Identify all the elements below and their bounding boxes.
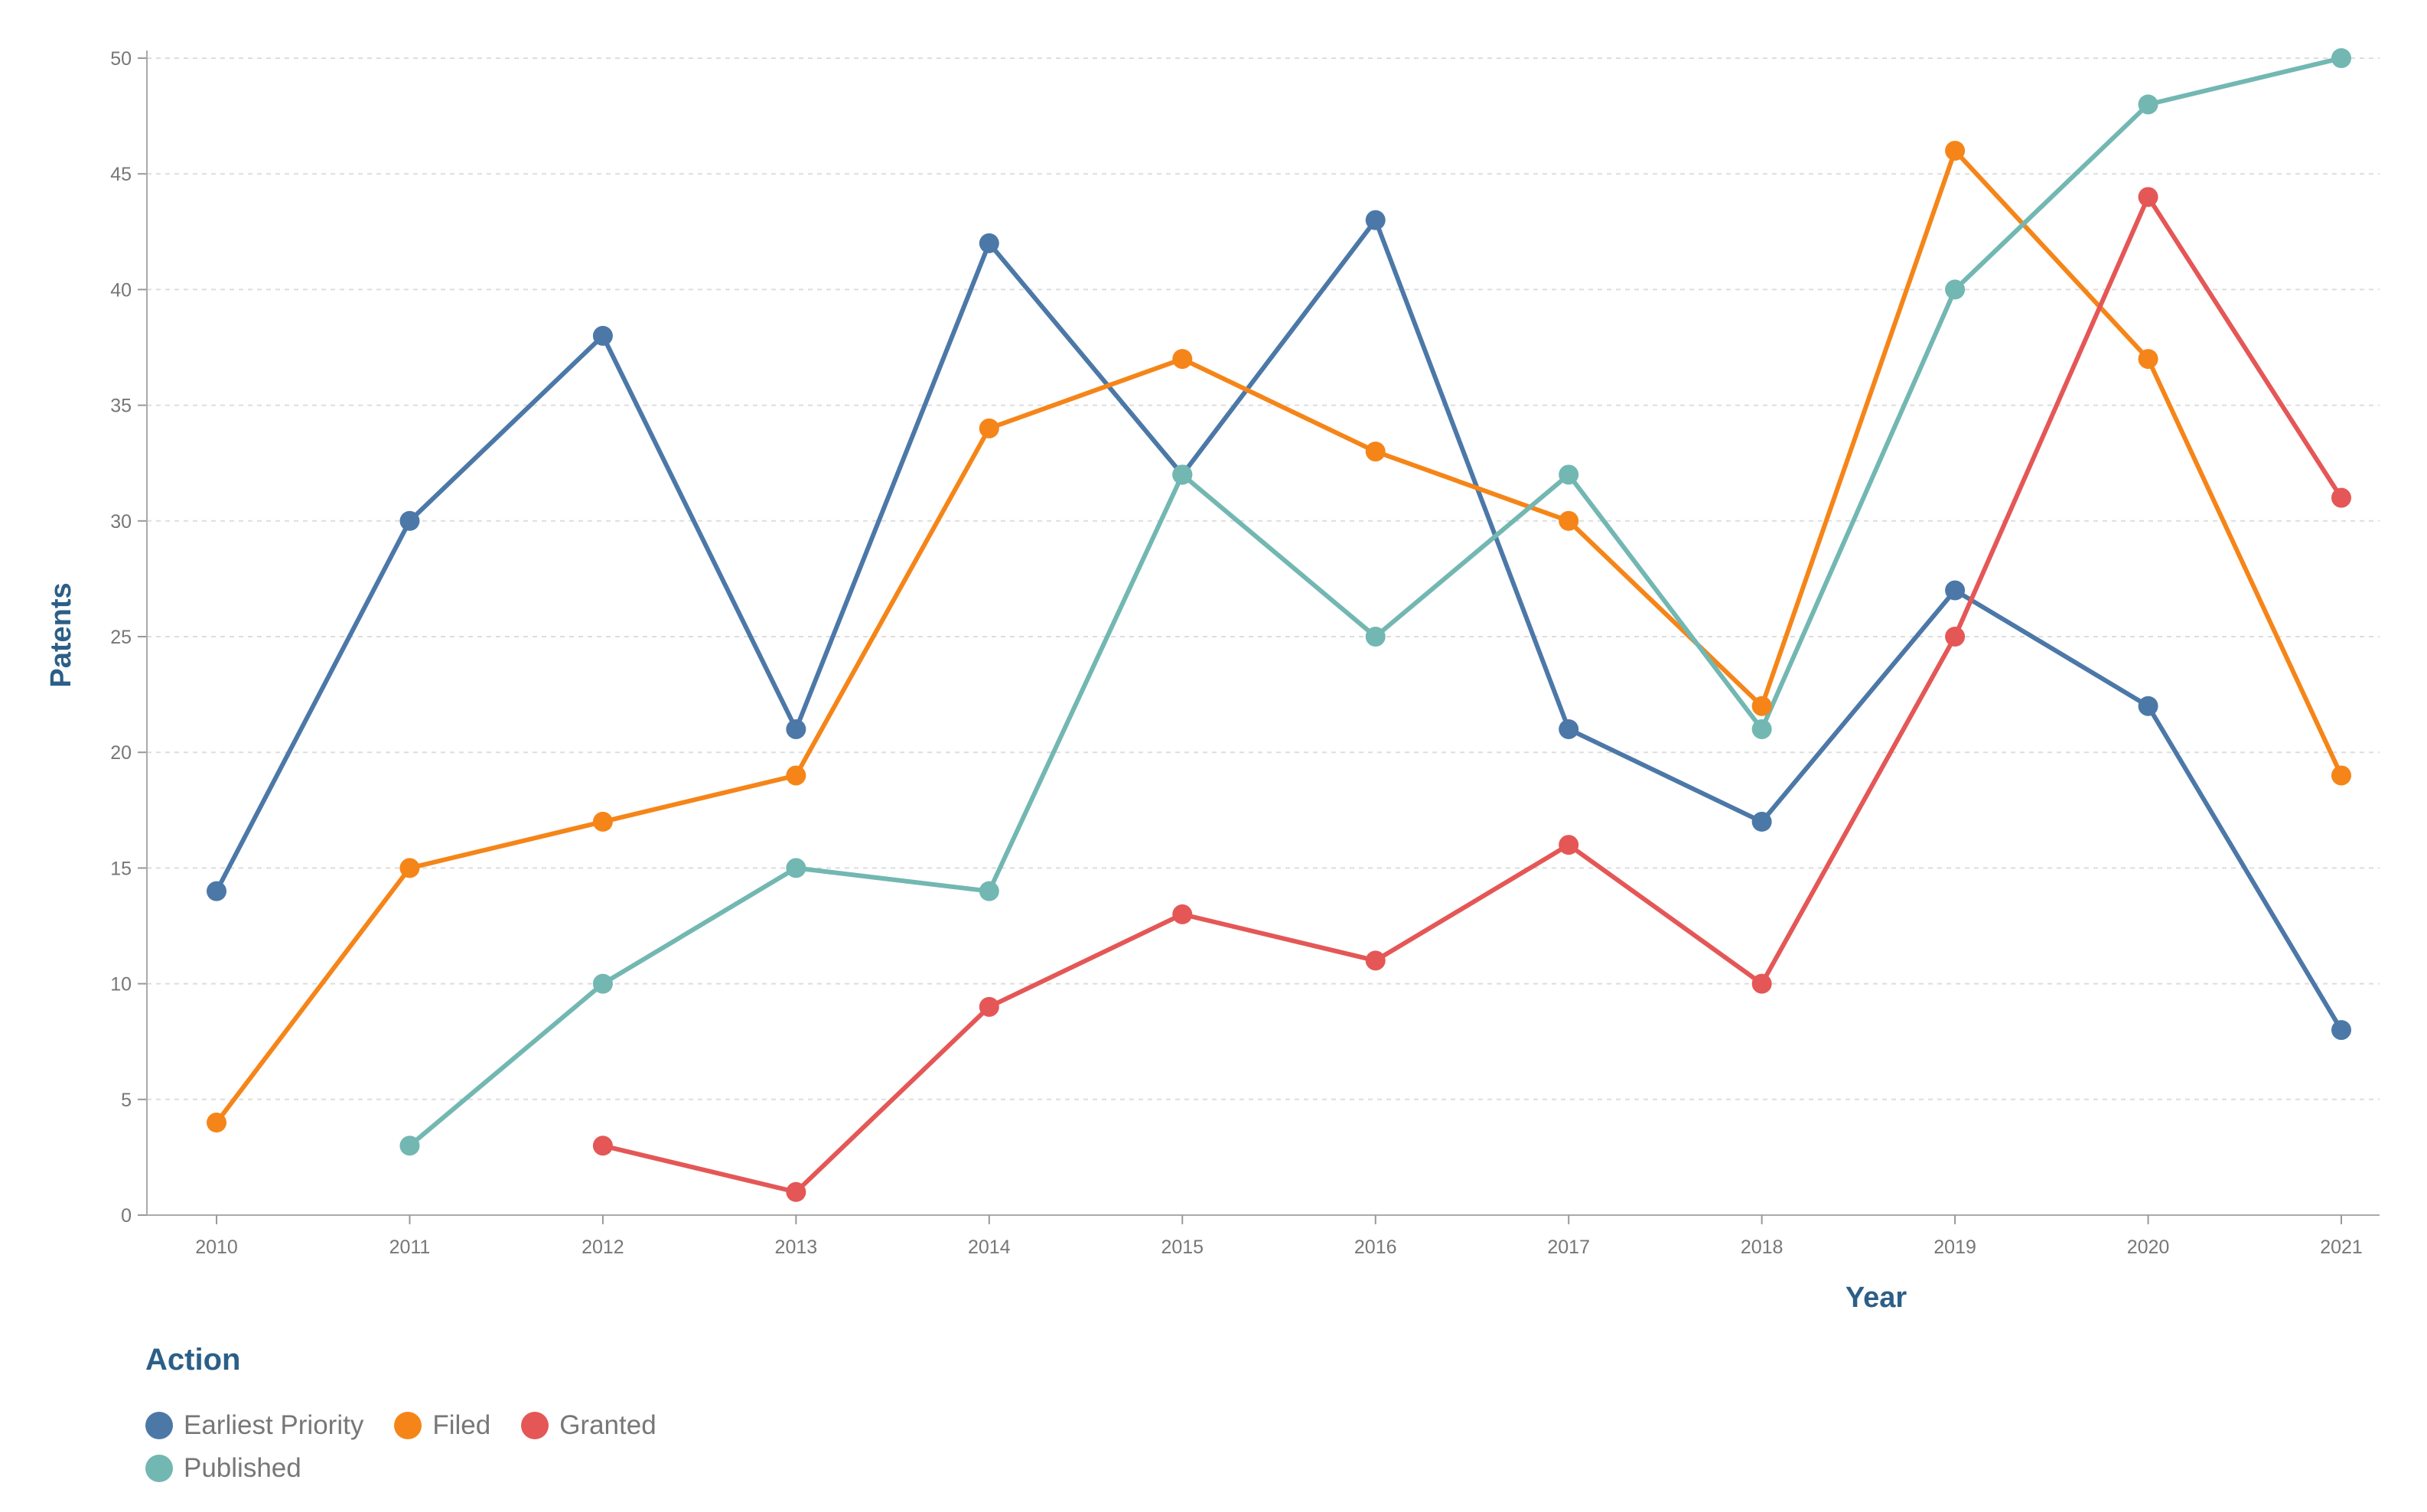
data-point-published[interactable]: Published 2012: 10 [592,973,613,994]
data-point-filed[interactable]: Filed 2010: 4 [207,1113,226,1133]
x-tick-label: 2010 [195,1237,238,1258]
y-tick-label: 30 [110,511,132,533]
data-point-granted[interactable]: Granted 2014: 9 [979,996,999,1017]
legend-items: Earliest Priority Filed Granted Published [145,1408,696,1486]
legend-label: Earliest Priority [184,1410,364,1440]
data-point-earliest-priority[interactable]: Earliest Priority 2021: 8 [2331,1020,2351,1041]
x-tick-label: 2012 [582,1237,624,1258]
y-axis-title: Patents [45,582,77,687]
data-point-earliest-priority[interactable]: Earliest Priority 2012: 38 [592,325,613,346]
y-tick-label: 50 [110,48,132,70]
series-line-earliest-priority [214,217,2344,1033]
y-tick-label: 20 [110,742,132,764]
y-tick-label: 0 [121,1205,132,1227]
series-line-granted [600,194,2344,1194]
x-tick-label: 2016 [1354,1237,1397,1258]
x-tick-label: 2011 [389,1237,431,1258]
data-point-filed[interactable]: Filed 2015: 37 [1172,349,1193,370]
data-point-earliest-priority[interactable]: Earliest Priority 2011: 30 [399,510,420,531]
data-point-published[interactable]: Published 2011: 3 [399,1136,420,1156]
x-tick-label: 2017 [1547,1237,1590,1258]
data-point-granted[interactable]: Granted 2017: 16 [1559,835,1579,855]
data-point-granted[interactable]: Granted 2016: 11 [1365,950,1386,971]
y-tick-label: 40 [110,279,132,301]
y-tick-label: 10 [110,974,132,996]
legend-item-earliest-priority[interactable]: Earliest Priority [145,1408,363,1443]
data-point-published[interactable]: Published 2019: 40 [1945,279,1966,300]
series-lines [214,56,2344,1194]
data-point-granted[interactable]: Granted 2021: 31 [2331,487,2351,508]
x-tick-label: 2013 [775,1237,818,1258]
legend-label: Published [184,1453,301,1483]
legend-swatch-filed [394,1412,422,1439]
data-point-filed[interactable]: Filed 2014: 34 [979,418,999,438]
x-tick-label: 2020 [2127,1237,2170,1258]
data-point-filed[interactable]: Filed 2020: 37 [2138,349,2158,370]
legend-title: Action [145,1343,241,1377]
data-point-earliest-priority[interactable]: Earliest Priority 2010: 14 [207,881,226,901]
data-point-earliest-priority[interactable]: Earliest Priority 2018: 17 [1751,811,1772,832]
data-point-earliest-priority[interactable]: Earliest Priority 2016: 43 [1365,210,1386,230]
y-tick-label: 25 [110,627,132,648]
data-point-granted[interactable]: Granted 2020: 44 [2138,187,2158,207]
data-point-filed[interactable]: Filed 2018: 22 [1751,696,1772,716]
grid-lines [147,57,2380,1100]
legend-swatch-published [145,1455,173,1482]
legend-swatch-earliest-priority [145,1412,173,1439]
legend: Action Earliest Priority Filed Granted Publ… [145,1343,834,1486]
x-tick-label: 2019 [1933,1237,1976,1258]
data-points: Earliest Priority 2010: 14 Earliest Prior… [207,48,2351,1202]
data-point-earliest-priority[interactable]: Earliest Priority 2020: 22 [2138,696,2158,716]
x-tick-label: 2015 [1161,1237,1204,1258]
series-line-filed [214,148,2344,1126]
data-point-filed[interactable]: Filed 2013: 19 [786,765,806,786]
data-point-earliest-priority[interactable]: Earliest Priority 2017: 21 [1559,719,1579,739]
legend-item-published[interactable]: Published [145,1451,301,1486]
y-tick-label: 5 [121,1090,132,1111]
y-tick-label: 15 [110,858,132,879]
x-tick-label: 2014 [968,1237,1011,1258]
y-tick-label: 35 [110,396,132,417]
data-point-filed[interactable]: Filed 2017: 30 [1559,510,1579,531]
data-point-published[interactable]: Published 2017: 32 [1559,464,1579,485]
data-point-granted[interactable]: Granted 2018: 10 [1751,973,1772,994]
legend-swatch-granted [521,1412,549,1439]
data-point-granted[interactable]: Granted 2015: 13 [1172,904,1193,924]
data-point-published[interactable]: Published 2013: 15 [786,858,806,878]
x-axis-title: Year [1845,1282,1907,1314]
data-point-published[interactable]: Published 2020: 48 [2138,94,2158,115]
data-point-granted[interactable]: Granted 2019: 25 [1945,627,1966,647]
data-point-earliest-priority[interactable]: Earliest Priority 2013: 21 [786,719,806,739]
legend-label: Granted [559,1410,656,1440]
data-point-filed[interactable]: Filed 2016: 33 [1365,442,1386,462]
x-tick-label: 2018 [1741,1237,1784,1258]
data-point-filed[interactable]: Filed 2011: 15 [399,858,420,878]
data-point-earliest-priority[interactable]: Earliest Priority 2019: 27 [1945,580,1966,601]
data-point-filed[interactable]: Filed 2012: 17 [592,811,613,832]
data-point-filed[interactable]: Filed 2019: 46 [1945,140,1966,161]
data-point-filed[interactable]: Filed 2021: 19 [2331,765,2351,786]
data-point-earliest-priority[interactable]: Earliest Priority 2014: 42 [979,233,999,253]
data-point-published[interactable]: Published 2021: 50 [2331,48,2351,68]
x-tick-label: 2021 [2320,1237,2363,1258]
y-tick-label: 45 [110,164,132,185]
legend-item-filed[interactable]: Filed [394,1408,490,1443]
data-point-granted[interactable]: Granted 2013: 1 [786,1181,806,1202]
axes: 0 5 10 15 20 25 30 35 40 45 50 2010 2011 2012 2013 2014… [110,48,2380,1258]
data-point-published[interactable]: Published 2014: 14 [979,881,999,901]
data-point-published[interactable]: Published 2018: 21 [1751,719,1772,739]
data-point-published[interactable]: Published 2015: 32 [1172,464,1193,485]
data-point-published[interactable]: Published 2016: 25 [1365,627,1386,647]
axis-labels: Patents Year [45,582,1907,1314]
legend-item-granted[interactable]: Granted [521,1408,656,1443]
data-point-granted[interactable]: Granted 2012: 3 [592,1136,613,1156]
legend-label: Filed [432,1410,491,1440]
